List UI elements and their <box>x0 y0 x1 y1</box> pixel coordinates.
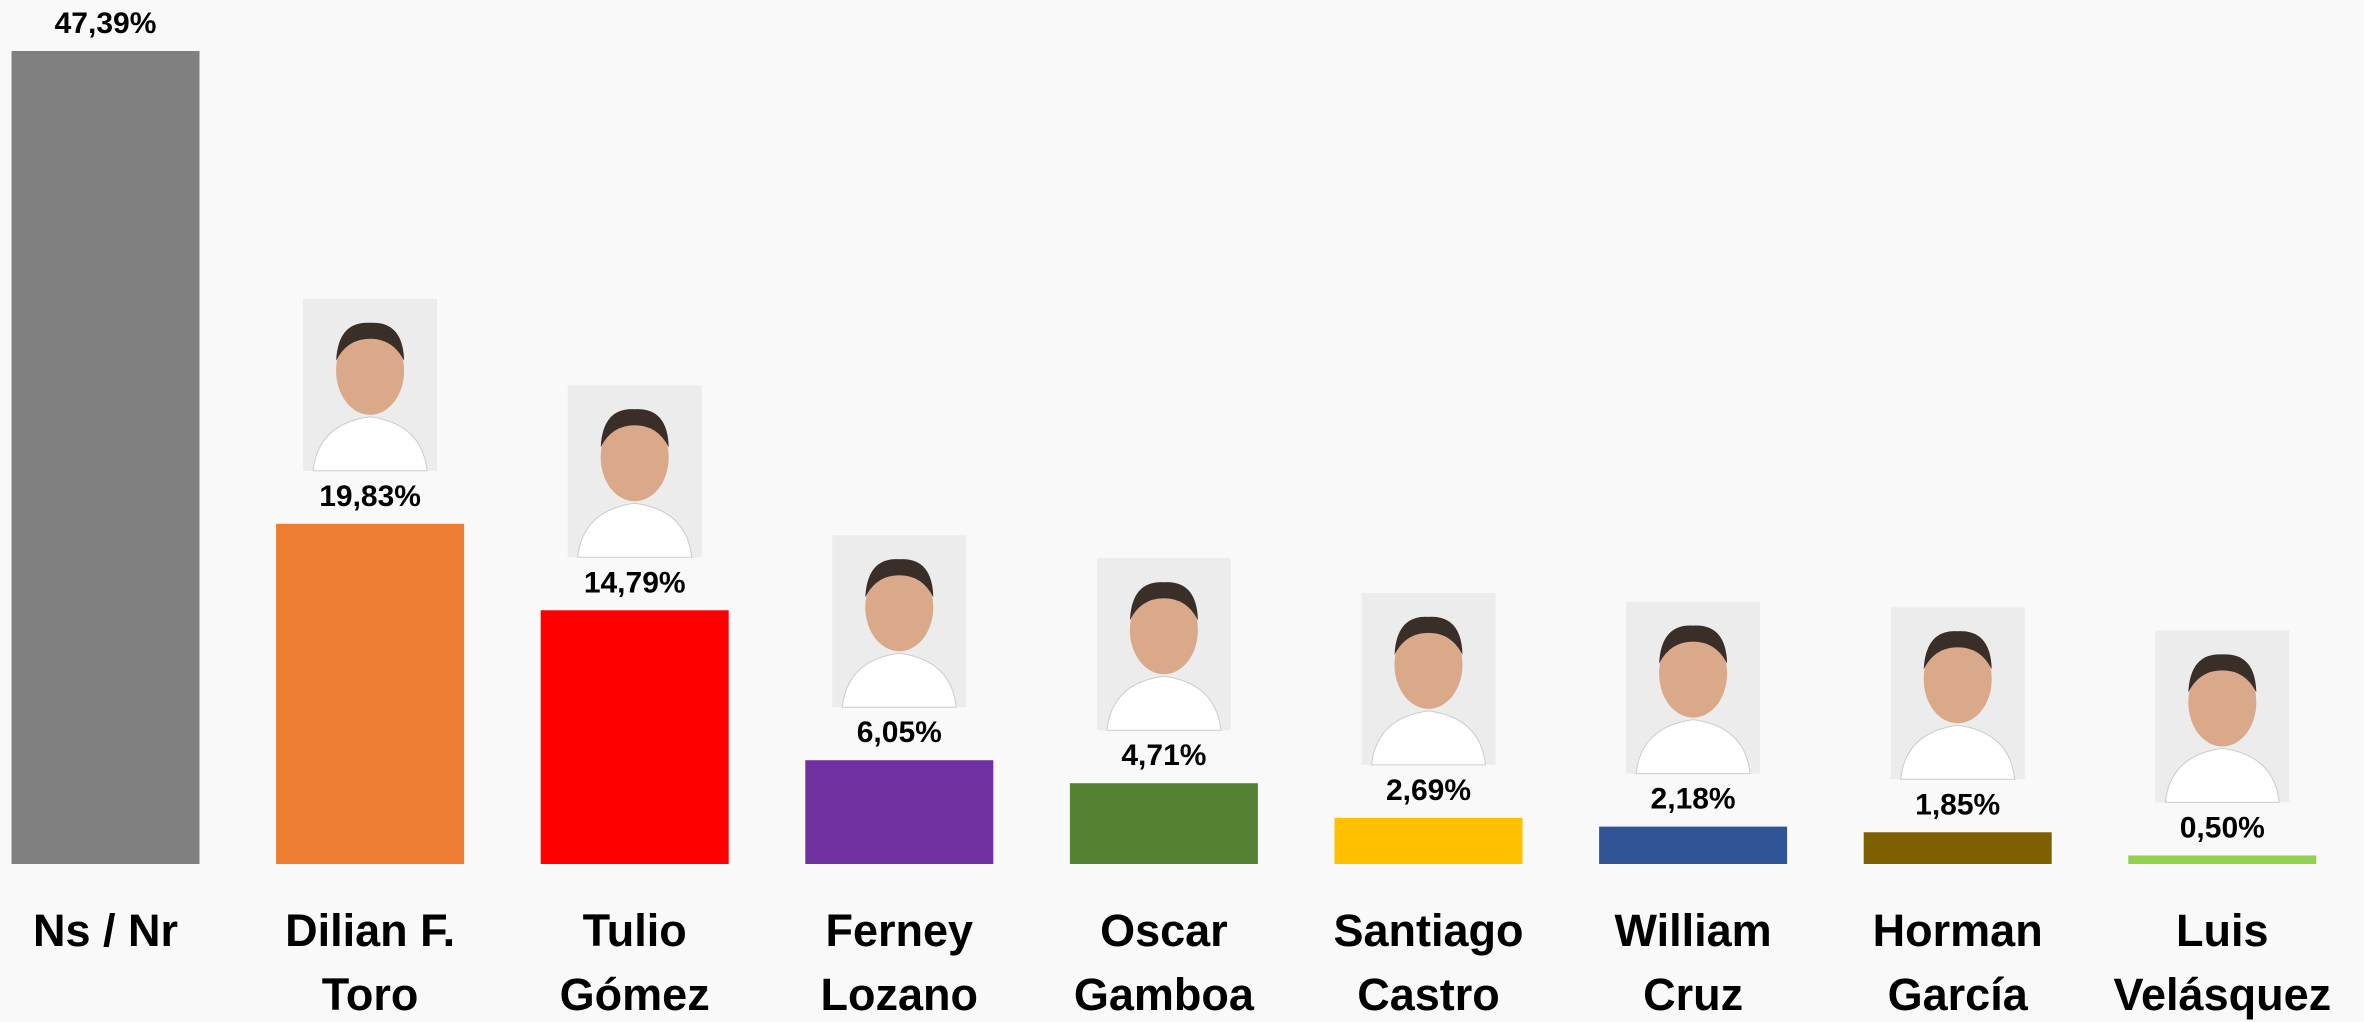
value-label: 2,69% <box>1386 774 1471 807</box>
photo-head <box>1923 635 1992 724</box>
bar <box>2128 855 2317 864</box>
photo-head <box>1659 629 1728 718</box>
value-label: 1,85% <box>1915 788 2000 821</box>
candidate-photo <box>567 385 702 558</box>
photo-head <box>600 413 669 502</box>
candidate-photo <box>1361 592 1496 766</box>
photo-head <box>865 563 934 652</box>
value-label: 14,79% <box>584 566 686 599</box>
category-label: Ferney <box>826 905 974 956</box>
photo-head <box>1129 586 1198 675</box>
category-label: Ns / Nr <box>33 905 178 956</box>
value-label: 2,18% <box>1651 783 1736 816</box>
bar <box>540 610 729 864</box>
bar <box>1863 832 2052 864</box>
category-label: Gómez <box>560 969 710 1020</box>
photo-body <box>2164 747 2280 803</box>
value-label: 6,05% <box>857 716 942 749</box>
photo-hair <box>1394 616 1463 655</box>
photo-body <box>1106 675 1222 731</box>
bar <box>1334 817 1523 864</box>
photo-body <box>312 416 428 472</box>
bar <box>1069 783 1258 864</box>
candidate-photo <box>832 535 967 708</box>
photo-hair <box>600 409 669 448</box>
photo-hair <box>1923 631 1992 670</box>
candidate-photo <box>1096 558 1231 731</box>
candidate-photo <box>1626 601 1761 775</box>
photo-body <box>841 652 957 708</box>
category-label: García <box>1888 969 2029 1020</box>
category-label: Lozano <box>821 969 978 1020</box>
photo-hair <box>1129 582 1198 621</box>
category-label: Gamboa <box>1074 969 1255 1020</box>
value-label: 19,83% <box>319 480 421 513</box>
category-label: Velásquez <box>2113 969 2331 1020</box>
photo-head <box>336 326 405 415</box>
photo-body <box>1370 710 1487 766</box>
category-label: Dilian F. <box>285 905 455 956</box>
value-label: 0,50% <box>2180 811 2265 844</box>
photo-hair <box>865 559 934 598</box>
category-label: Santiago <box>1333 905 1523 956</box>
bar <box>276 523 465 864</box>
value-label: 47,39% <box>55 7 157 40</box>
bar <box>1599 826 1788 864</box>
photo-hair <box>1659 625 1728 664</box>
category-label: Castro <box>1357 969 1500 1020</box>
candidate-photo <box>303 298 438 472</box>
photo-hair <box>336 322 405 361</box>
candidate-photo <box>2155 630 2290 803</box>
category-label: Luis <box>2176 905 2269 956</box>
category-label: Cruz <box>1643 969 1743 1020</box>
candidate-photo <box>1890 607 2025 780</box>
photo-hair <box>2188 654 2257 693</box>
category-label: William <box>1615 905 1772 956</box>
photo-body <box>577 502 693 558</box>
category-label: Horman <box>1873 905 2043 956</box>
category-label: Toro <box>322 969 419 1020</box>
bar <box>805 760 994 864</box>
value-label: 4,71% <box>1121 739 1206 772</box>
bar <box>11 51 200 864</box>
photo-body <box>1900 724 2016 780</box>
category-label: Oscar <box>1100 905 1228 956</box>
photo-head <box>2188 658 2257 747</box>
photo-body <box>1635 719 1751 775</box>
photo-head <box>1394 620 1463 709</box>
category-label: Tulio <box>583 905 687 956</box>
